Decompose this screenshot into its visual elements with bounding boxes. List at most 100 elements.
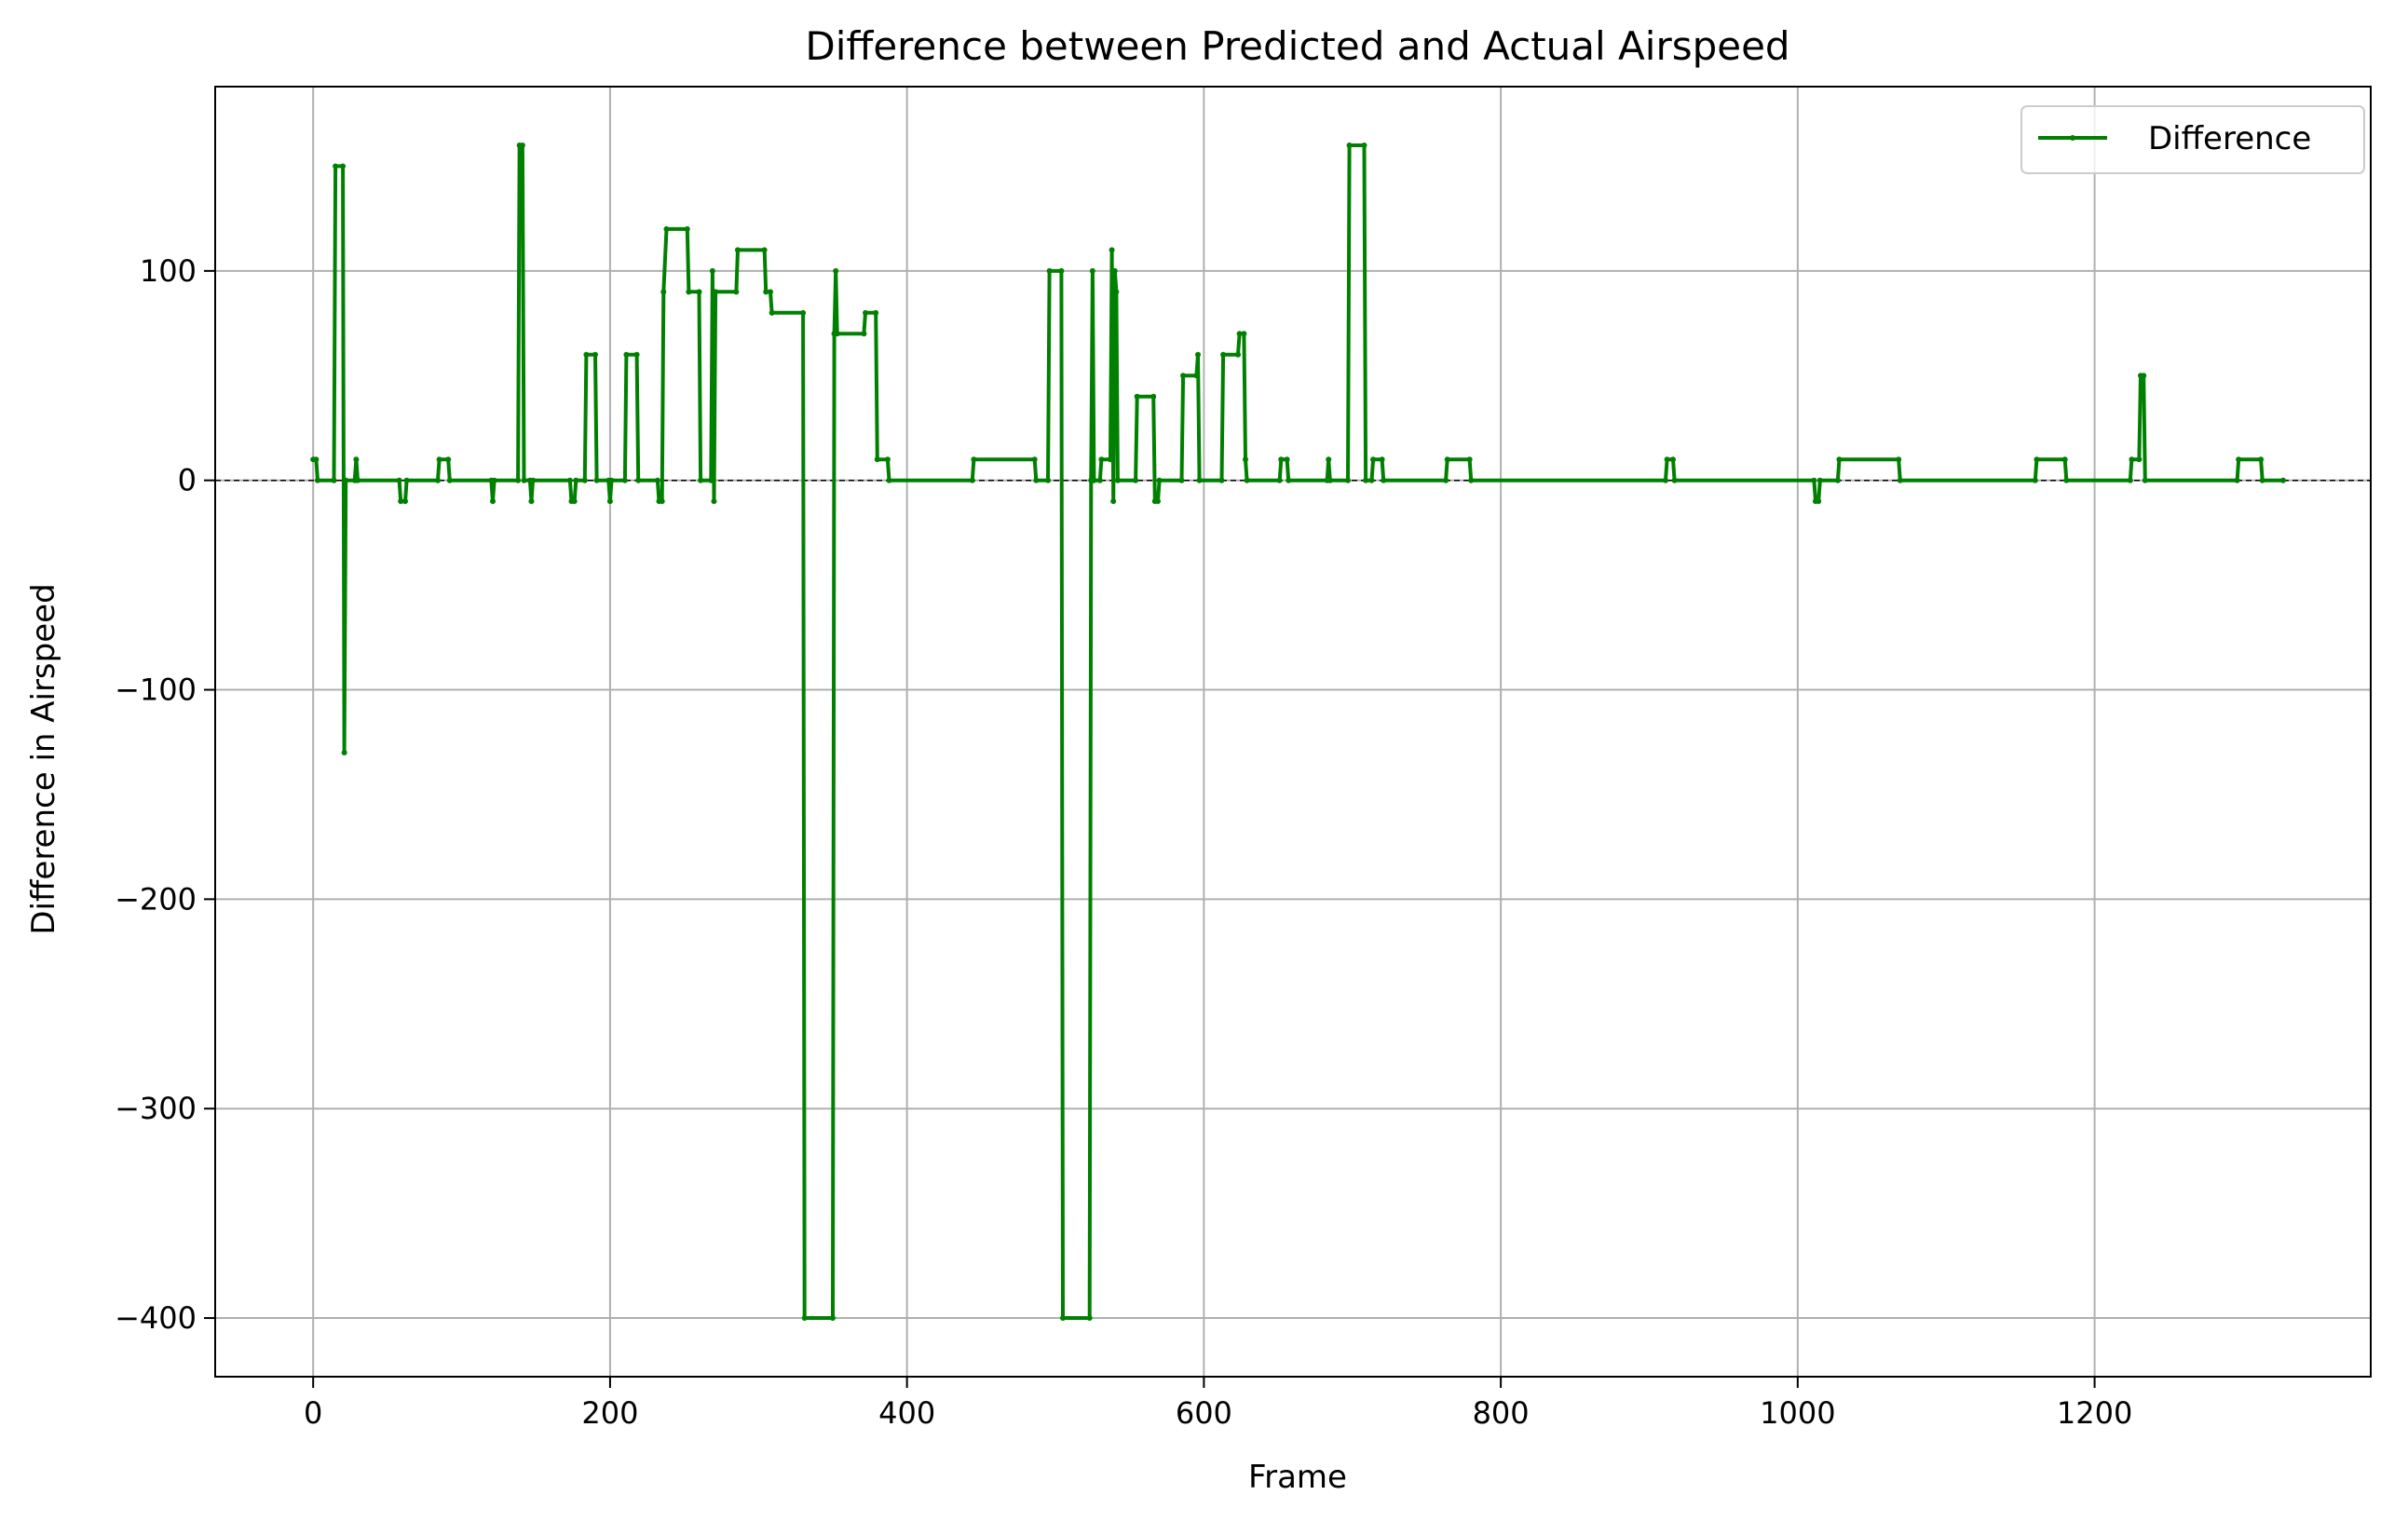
data-point bbox=[2063, 477, 2070, 483]
data-point bbox=[528, 498, 535, 505]
data-point bbox=[768, 289, 774, 295]
data-point bbox=[711, 498, 717, 505]
data-point bbox=[1178, 477, 1185, 483]
y-axis-ticks: 100 0 −100 −200 −300 −400 bbox=[115, 253, 215, 1336]
data-point bbox=[396, 477, 402, 483]
data-point bbox=[1816, 498, 1822, 505]
data-point bbox=[1107, 456, 1113, 463]
data-point bbox=[1326, 456, 1332, 463]
data-point bbox=[733, 289, 740, 295]
data-point bbox=[519, 142, 525, 148]
data-point bbox=[491, 477, 497, 483]
data-point bbox=[1114, 477, 1121, 483]
data-point bbox=[769, 309, 775, 316]
data-point bbox=[1154, 498, 1161, 505]
data-point bbox=[1045, 477, 1052, 483]
data-point bbox=[635, 477, 642, 483]
data-point bbox=[1134, 393, 1140, 400]
legend-box bbox=[2020, 105, 2365, 174]
series-markers bbox=[310, 142, 2286, 1322]
data-point bbox=[1671, 477, 1678, 483]
data-point bbox=[446, 477, 453, 483]
data-point bbox=[829, 1315, 836, 1322]
data-point bbox=[1836, 456, 1843, 463]
data-point bbox=[1086, 1315, 1093, 1322]
data-point bbox=[633, 351, 640, 358]
data-point bbox=[654, 477, 660, 483]
data-point bbox=[874, 456, 880, 463]
data-point bbox=[1834, 477, 1841, 483]
data-point bbox=[1278, 456, 1285, 463]
data-point bbox=[801, 1315, 808, 1322]
data-point bbox=[861, 331, 867, 337]
data-point bbox=[353, 456, 360, 463]
data-point bbox=[2259, 477, 2265, 483]
data-point bbox=[1370, 456, 1377, 463]
data-point bbox=[971, 456, 977, 463]
y-tick-label: 100 bbox=[140, 253, 197, 289]
data-point bbox=[571, 498, 578, 505]
data-point bbox=[1368, 477, 1375, 483]
x-tick-label: 200 bbox=[581, 1395, 638, 1431]
data-point bbox=[833, 267, 839, 274]
data-point bbox=[2279, 477, 2286, 483]
data-point bbox=[581, 477, 588, 483]
data-point bbox=[621, 477, 628, 483]
y-tick-label: −400 bbox=[115, 1300, 197, 1336]
data-point bbox=[341, 749, 347, 755]
data-point bbox=[884, 456, 891, 463]
data-point bbox=[1444, 456, 1450, 463]
data-point bbox=[1046, 267, 1053, 274]
data-point bbox=[708, 477, 714, 483]
data-point bbox=[684, 225, 690, 232]
data-point bbox=[343, 477, 349, 483]
data-point bbox=[608, 477, 615, 483]
data-point bbox=[1150, 393, 1157, 400]
y-tick-label: −200 bbox=[115, 881, 197, 917]
data-point bbox=[340, 163, 347, 170]
data-point bbox=[1896, 456, 1902, 463]
y-tick-label: 0 bbox=[178, 463, 197, 498]
data-point bbox=[1363, 477, 1369, 483]
data-point bbox=[1816, 477, 1823, 483]
data-point bbox=[2234, 477, 2240, 483]
data-point bbox=[1243, 456, 1249, 463]
data-point bbox=[398, 498, 404, 505]
data-point bbox=[314, 477, 320, 483]
data-point bbox=[1344, 477, 1351, 483]
legend-entry-difference: Difference bbox=[2148, 120, 2311, 157]
x-tick-label: 0 bbox=[304, 1395, 322, 1431]
data-point bbox=[331, 477, 337, 483]
data-point bbox=[623, 351, 630, 358]
data-point bbox=[403, 477, 410, 483]
data-point bbox=[1110, 498, 1117, 505]
data-point bbox=[863, 309, 869, 316]
data-point bbox=[1196, 477, 1203, 483]
data-point bbox=[2141, 373, 2147, 379]
data-point bbox=[1381, 477, 1387, 483]
data-point bbox=[1244, 477, 1250, 483]
x-tick-label: 400 bbox=[878, 1395, 935, 1431]
data-point bbox=[606, 498, 613, 505]
legend-swatch-marker bbox=[2070, 135, 2075, 141]
data-point bbox=[2127, 477, 2133, 483]
chart-title: Difference between Predicted and Actual … bbox=[805, 23, 1789, 69]
data-point bbox=[333, 163, 339, 170]
data-point bbox=[1664, 456, 1670, 463]
data-point bbox=[2142, 477, 2148, 483]
data-point bbox=[969, 477, 975, 483]
data-point bbox=[663, 225, 670, 232]
x-tick-label: 1000 bbox=[1760, 1395, 1835, 1431]
data-point bbox=[1443, 477, 1449, 483]
plot-frame bbox=[214, 86, 2372, 1378]
data-point bbox=[592, 351, 598, 358]
data-point bbox=[1235, 351, 1242, 358]
data-point bbox=[2236, 456, 2242, 463]
data-point bbox=[1058, 267, 1065, 274]
data-point bbox=[696, 289, 702, 295]
data-point bbox=[1284, 456, 1290, 463]
data-point bbox=[2034, 456, 2040, 463]
data-point bbox=[1031, 456, 1038, 463]
data-point bbox=[659, 498, 665, 505]
